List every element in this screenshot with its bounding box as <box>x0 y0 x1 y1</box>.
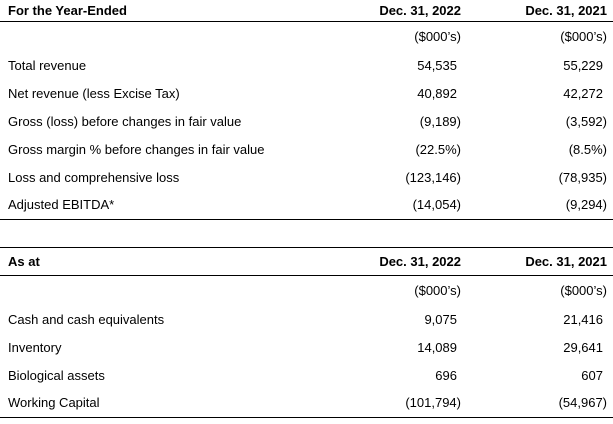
year-ended-table-title: For the Year-Ended <box>0 0 311 22</box>
year-ended-units-row: ($000’s) ($000’s) <box>0 21 613 51</box>
units-label-2021: ($000’s) <box>560 28 607 44</box>
units-spacer <box>0 21 311 51</box>
year-ended-column-header-2022: Dec. 31, 2022 <box>311 0 461 22</box>
year-ended-table: For the Year-Ended Dec. 31, 2022 Dec. 31… <box>0 0 613 220</box>
row-label: Working Capital <box>8 395 100 411</box>
row-label: Biological assets <box>8 367 105 383</box>
value-2021: 42,272 <box>563 85 603 101</box>
value-2022: (22.5%) <box>415 141 461 157</box>
value-2021: (9,294) <box>565 197 607 213</box>
value-2021: 607 <box>581 367 603 383</box>
units-label-2022: ($000’s) <box>414 282 461 298</box>
value-2022: 696 <box>435 367 457 383</box>
value-2021: (78,935) <box>558 169 607 185</box>
row-label: Inventory <box>8 339 62 355</box>
as-at-column-header-2021: Dec. 31, 2021 <box>461 247 613 276</box>
row-label: Cash and cash equivalents <box>8 311 165 327</box>
value-2021: (3,592) <box>565 113 607 129</box>
table-row-gross-margin: Gross margin % before changes in fair va… <box>0 135 613 163</box>
value-2022: 9,075 <box>424 311 457 327</box>
row-label: Total revenue <box>8 57 87 73</box>
value-2022: (123,146) <box>405 169 461 185</box>
value-2022: 14,089 <box>417 339 457 355</box>
as-at-table-title: As at <box>0 247 311 276</box>
table-row-biological-assets: Biological assets 696 607 <box>0 361 613 389</box>
table-row-cash: Cash and cash equivalents 9,075 21,416 <box>0 305 613 333</box>
as-at-column-header-2022: Dec. 31, 2022 <box>311 247 461 276</box>
row-label: Gross margin % before changes in fair va… <box>8 141 265 157</box>
value-2022: (101,794) <box>405 395 461 411</box>
value-2021: (8.5%) <box>568 141 607 157</box>
row-label: Net revenue (less Excise Tax) <box>8 85 180 101</box>
table-row-total-revenue: Total revenue 54,535 55,229 <box>0 51 613 79</box>
table-row-gross-loss: Gross (loss) before changes in fair valu… <box>0 107 613 135</box>
year-ended-header-row: For the Year-Ended Dec. 31, 2022 Dec. 31… <box>0 0 613 22</box>
value-2021: 21,416 <box>563 311 603 327</box>
as-at-header-row: As at Dec. 31, 2022 Dec. 31, 2021 <box>0 247 613 276</box>
units-label-2022: ($000’s) <box>414 28 461 44</box>
table-row-inventory: Inventory 14,089 29,641 <box>0 333 613 361</box>
table-row-comprehensive-loss: Loss and comprehensive loss (123,146) (7… <box>0 163 613 191</box>
row-label: Gross (loss) before changes in fair valu… <box>8 113 242 129</box>
table-row-working-capital: Working Capital (101,794) (54,967) <box>0 389 613 417</box>
row-label: Loss and comprehensive loss <box>8 169 180 185</box>
row-label: Adjusted EBITDA* <box>8 197 115 213</box>
as-at-units-row: ($000’s) ($000’s) <box>0 275 613 305</box>
value-2022: 40,892 <box>417 85 457 101</box>
value-2022: (14,054) <box>412 197 461 213</box>
value-2021: 55,229 <box>563 57 603 73</box>
value-2021: (54,967) <box>558 395 607 411</box>
year-ended-column-header-2021: Dec. 31, 2021 <box>461 0 613 22</box>
units-spacer <box>0 275 311 305</box>
table-row-net-revenue: Net revenue (less Excise Tax) 40,892 42,… <box>0 79 613 107</box>
value-2022: 54,535 <box>417 57 457 73</box>
units-label-2021: ($000’s) <box>560 282 607 298</box>
as-at-table: As at Dec. 31, 2022 Dec. 31, 2021 ($000’… <box>0 246 613 418</box>
table-row-adjusted-ebitda: Adjusted EBITDA* (14,054) (9,294) <box>0 191 613 219</box>
value-2021: 29,641 <box>563 339 603 355</box>
value-2022: (9,189) <box>419 113 461 129</box>
